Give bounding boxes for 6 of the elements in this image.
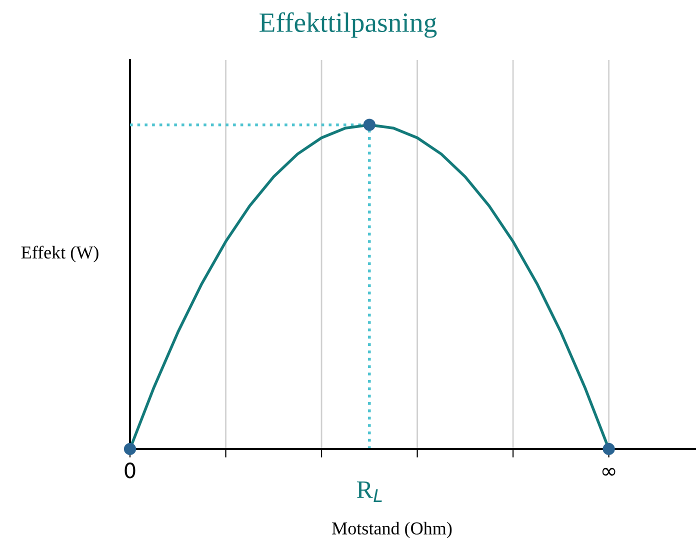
text: R$_{L}$	[356, 482, 382, 502]
x-axis-title: Motstand (Ohm)	[332, 522, 452, 538]
x-tick-label: 0	[124, 462, 136, 478]
x-tick-label: ∞	[602, 468, 616, 476]
y-axis-title: Effekt (W)	[21, 246, 98, 262]
chart-title: Effekttilpasning	[260, 12, 437, 38]
